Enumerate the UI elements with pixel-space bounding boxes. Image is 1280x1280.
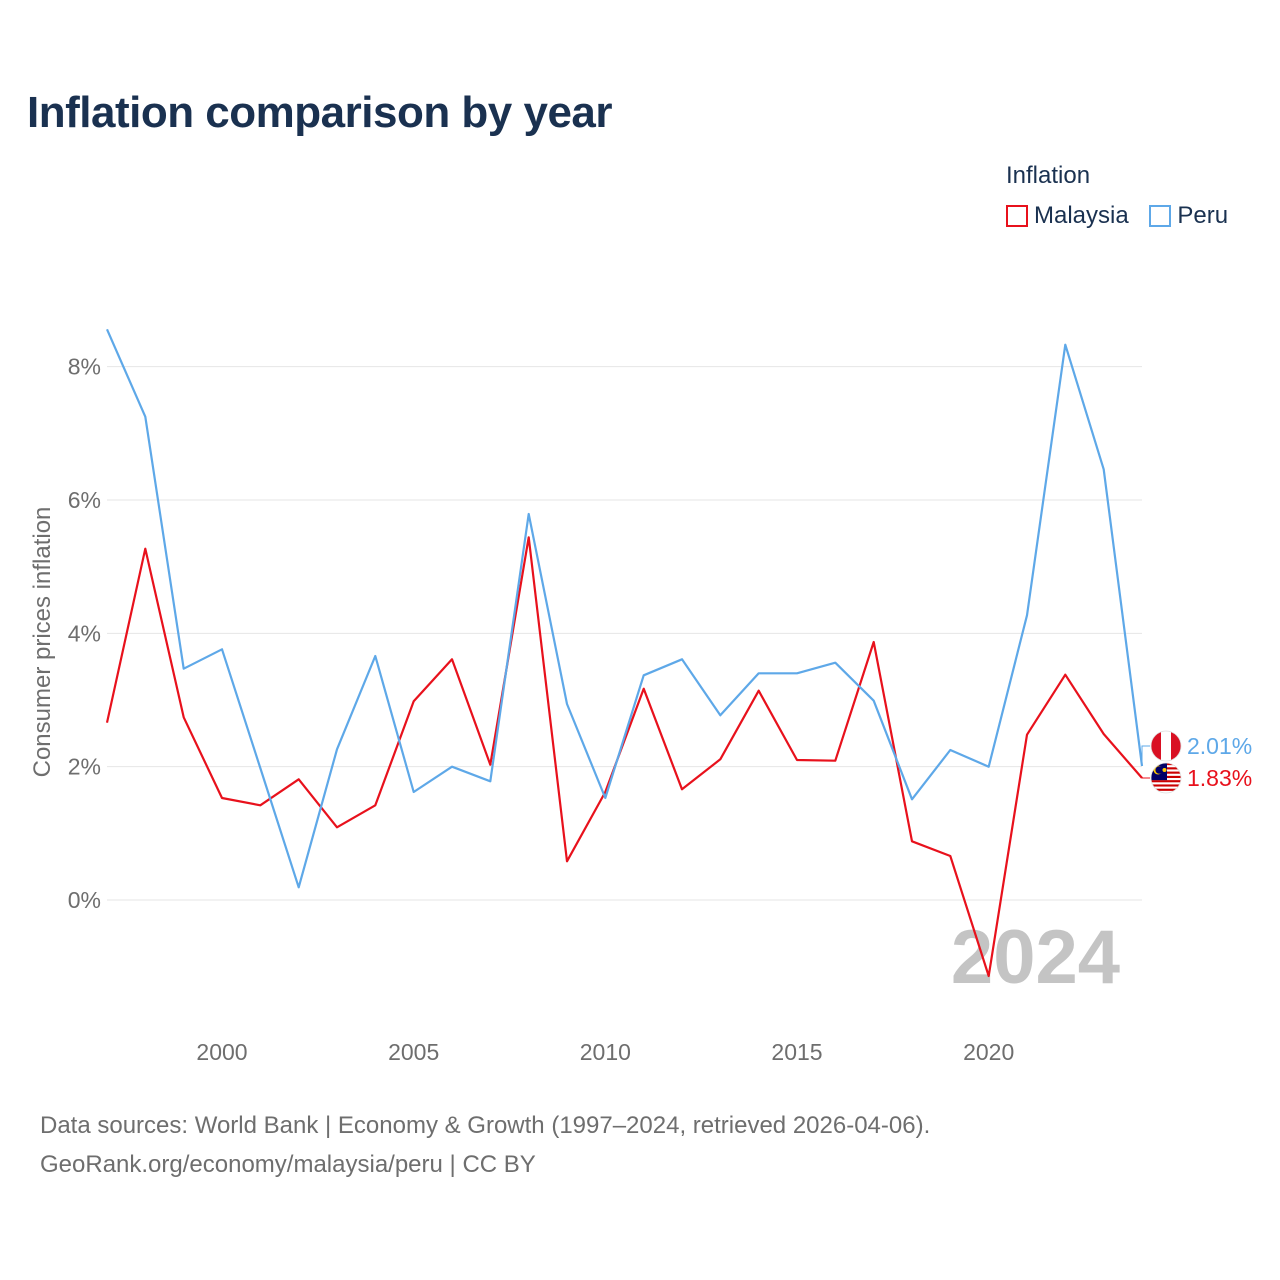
peru-flag-icon bbox=[1151, 731, 1181, 761]
legend: Inflation Malaysia Peru bbox=[1006, 162, 1228, 234]
legend-item-malaysia[interactable]: Malaysia bbox=[1006, 202, 1129, 230]
end-label-malaysia: 1.83% bbox=[1187, 765, 1252, 791]
grid-lines bbox=[107, 366, 1142, 901]
chart-title: Inflation comparison by year bbox=[27, 88, 613, 137]
malaysia-flag-icon bbox=[1151, 763, 1181, 793]
series-lines bbox=[105, 328, 1144, 978]
end-label-peru: 2.01% bbox=[1187, 733, 1252, 759]
series-line-peru[interactable] bbox=[105, 328, 1144, 889]
end-label-connector bbox=[1141, 745, 1150, 766]
source-note: Data sources: World Bank | Economy & Gro… bbox=[40, 1106, 930, 1184]
year-watermark: 2024 bbox=[951, 915, 1120, 1000]
x-tick-label: 2020 bbox=[963, 1039, 1014, 1065]
series-line-malaysia[interactable] bbox=[105, 536, 1143, 978]
source-line-1: Data sources: World Bank | Economy & Gro… bbox=[40, 1112, 931, 1139]
legend-item-peru[interactable]: Peru bbox=[1149, 202, 1228, 230]
legend-title: Inflation bbox=[1006, 162, 1091, 189]
source-line-2[interactable]: GeoRank.org/economy/malaysia/peru | CC B… bbox=[40, 1151, 536, 1178]
x-tick-label: 2010 bbox=[580, 1039, 631, 1065]
y-tick-label: 4% bbox=[68, 620, 101, 646]
x-tick-label: 2005 bbox=[388, 1039, 439, 1065]
legend-swatch-malaysia bbox=[1006, 205, 1028, 227]
legend-label-malaysia: Malaysia bbox=[1034, 202, 1129, 229]
end-labels: 1.83% 2.01% bbox=[1141, 730, 1252, 794]
x-axis-ticks: 2000 2005 2010 2015 2020 bbox=[196, 1039, 1014, 1065]
x-tick-label: 2000 bbox=[196, 1039, 247, 1065]
legend-items: Malaysia Peru bbox=[1006, 202, 1228, 234]
legend-swatch-peru bbox=[1149, 205, 1172, 227]
y-axis-label: Consumer prices inflation bbox=[29, 507, 56, 778]
y-tick-label: 2% bbox=[68, 754, 101, 780]
y-tick-label: 6% bbox=[68, 487, 101, 513]
line-chart: 2024 0% 2% 4% 6% 8% 2000 2005 2010 2015 2020 Con… bbox=[29, 328, 1252, 1065]
x-tick-label: 2015 bbox=[771, 1039, 822, 1065]
legend-label-peru: Peru bbox=[1177, 202, 1229, 229]
y-tick-label: 0% bbox=[68, 887, 101, 913]
y-tick-label: 8% bbox=[68, 354, 101, 380]
y-axis-ticks: 0% 2% 4% 6% 8% bbox=[68, 354, 101, 913]
